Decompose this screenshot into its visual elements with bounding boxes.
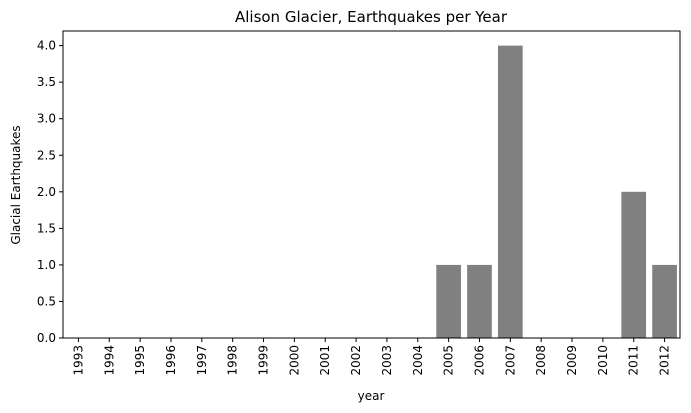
x-tick-label: 2008 <box>534 345 548 376</box>
y-tick-label: 1.5 <box>37 221 56 235</box>
plot-frame <box>62 30 681 339</box>
y-tick-label: 2.0 <box>37 185 56 199</box>
x-axis: 1993 1994 1995 1996 1997 1998 1999 2000 2001 2002… <box>71 338 672 376</box>
x-tick-label: 2005 <box>442 345 456 376</box>
bar-2006 <box>467 264 492 338</box>
y-tick-label: 0.5 <box>37 294 56 308</box>
y-tick-label: 3.5 <box>37 75 56 89</box>
x-tick-label: 1996 <box>164 345 178 376</box>
x-tick-label: 2001 <box>318 345 332 376</box>
x-tick-label: 2002 <box>349 345 363 376</box>
bar-2012 <box>652 264 677 338</box>
x-tick-label: 1995 <box>133 345 147 376</box>
bar-2005 <box>436 264 461 338</box>
y-tick-label: 4.0 <box>37 39 56 53</box>
bar-2011 <box>621 191 647 338</box>
y-tick-label: 1.0 <box>37 258 56 272</box>
x-tick-label: 2011 <box>627 345 641 376</box>
y-tick-label: 3.0 <box>37 112 56 126</box>
x-tick-label: 2007 <box>503 345 517 376</box>
bars-group <box>436 45 677 338</box>
x-tick-label: 2010 <box>596 345 610 376</box>
x-tick-label: 1997 <box>195 345 209 376</box>
x-tick-label: 2006 <box>472 345 486 376</box>
y-tick-label: 0.0 <box>37 331 56 345</box>
x-tick-label: 1998 <box>226 345 240 376</box>
x-tick-label: 2000 <box>287 345 301 376</box>
x-axis-label: year <box>358 389 385 403</box>
x-tick-label: 2009 <box>565 345 579 376</box>
x-tick-label: 2003 <box>380 345 394 376</box>
x-tick-label: 1993 <box>71 345 85 376</box>
y-axis-label: Glacial Earthquakes <box>9 125 23 244</box>
chart-title: Alison Glacier, Earthquakes per Year <box>235 8 508 26</box>
bar-2007 <box>497 45 523 338</box>
x-tick-label: 1999 <box>257 345 271 376</box>
y-axis: 0.0 0.5 1.0 1.5 2.0 2.5 3.0 3.5 4.0 <box>37 39 63 345</box>
x-tick-label: 2004 <box>411 345 425 376</box>
x-tick-label: 1994 <box>102 345 116 376</box>
x-tick-label: 2012 <box>658 345 672 376</box>
y-tick-label: 2.5 <box>37 148 56 162</box>
